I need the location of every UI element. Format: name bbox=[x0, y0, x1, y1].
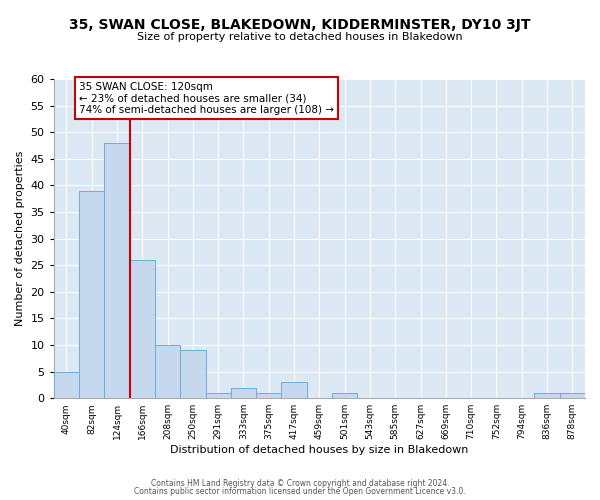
Bar bbox=[206, 393, 231, 398]
Text: Contains public sector information licensed under the Open Government Licence v3: Contains public sector information licen… bbox=[134, 488, 466, 496]
Text: 35 SWAN CLOSE: 120sqm
← 23% of detached houses are smaller (34)
74% of semi-deta: 35 SWAN CLOSE: 120sqm ← 23% of detached … bbox=[79, 82, 334, 115]
Bar bbox=[130, 260, 155, 398]
Bar bbox=[180, 350, 206, 398]
Bar bbox=[104, 143, 130, 398]
Bar bbox=[281, 382, 307, 398]
Bar bbox=[54, 372, 79, 398]
Text: 35, SWAN CLOSE, BLAKEDOWN, KIDDERMINSTER, DY10 3JT: 35, SWAN CLOSE, BLAKEDOWN, KIDDERMINSTER… bbox=[69, 18, 531, 32]
Bar bbox=[231, 388, 256, 398]
Bar bbox=[79, 190, 104, 398]
Bar bbox=[535, 393, 560, 398]
Bar bbox=[256, 393, 281, 398]
Text: Contains HM Land Registry data © Crown copyright and database right 2024.: Contains HM Land Registry data © Crown c… bbox=[151, 478, 449, 488]
Y-axis label: Number of detached properties: Number of detached properties bbox=[15, 151, 25, 326]
Text: Size of property relative to detached houses in Blakedown: Size of property relative to detached ho… bbox=[137, 32, 463, 42]
Bar bbox=[332, 393, 358, 398]
X-axis label: Distribution of detached houses by size in Blakedown: Distribution of detached houses by size … bbox=[170, 445, 469, 455]
Bar bbox=[155, 345, 180, 398]
Bar bbox=[560, 393, 585, 398]
